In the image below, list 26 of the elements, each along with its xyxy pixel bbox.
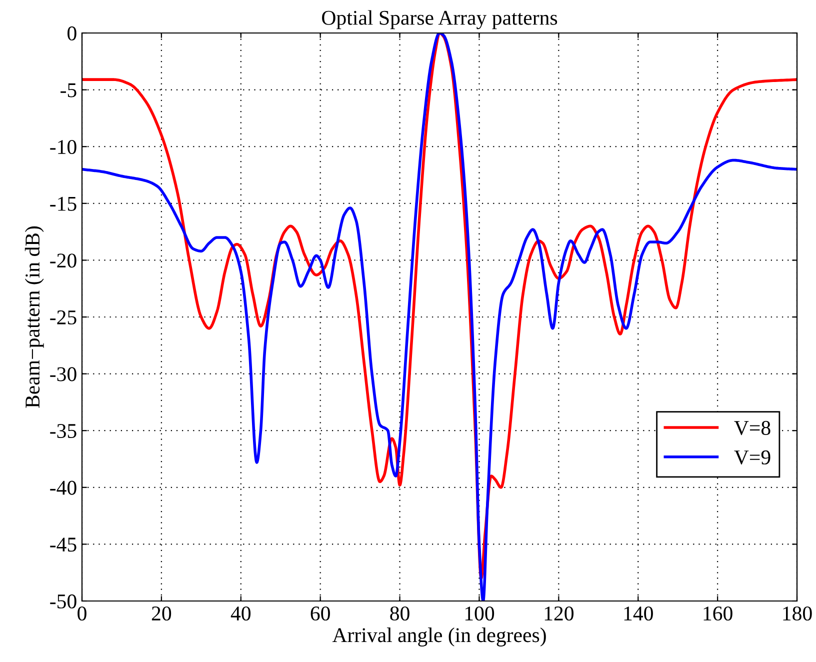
x-tick-label: 140 [624,606,653,621]
y-tick-label: -35 [50,424,76,438]
y-tick-label: -50 [50,594,76,608]
x-tick-label: 180 [783,606,812,621]
x-tick-label: 80 [390,606,410,621]
y-axis-title: Beam−pattern (in dB) [24,226,44,408]
x-tick-label: 40 [230,606,251,621]
y-tick-label: -5 [60,83,76,98]
y-tick-label: -30 [50,367,76,382]
x-tick-label: 0 [78,606,86,621]
legend-label: V=9 [734,450,770,465]
y-tick-label: -15 [50,196,76,211]
x-axis-title: Arrival angle (in degrees) [332,628,546,646]
chart-title: Optial Sparse Array patterns [322,10,558,30]
y-tick-label: -10 [50,140,76,154]
y-tick-label: -45 [50,538,76,552]
x-tick-label: 100 [465,606,494,621]
x-tick-label: 60 [310,606,330,621]
y-tick-label: 0 [68,26,76,40]
x-tick-label: 120 [544,606,574,621]
y-tick-label: -25 [50,310,76,324]
x-tick-label: 20 [152,606,172,621]
y-tick-label: -20 [50,254,76,268]
y-tick-label: -40 [50,480,76,495]
x-tick-label: 160 [704,606,732,621]
legend-label: V=8 [734,420,770,436]
